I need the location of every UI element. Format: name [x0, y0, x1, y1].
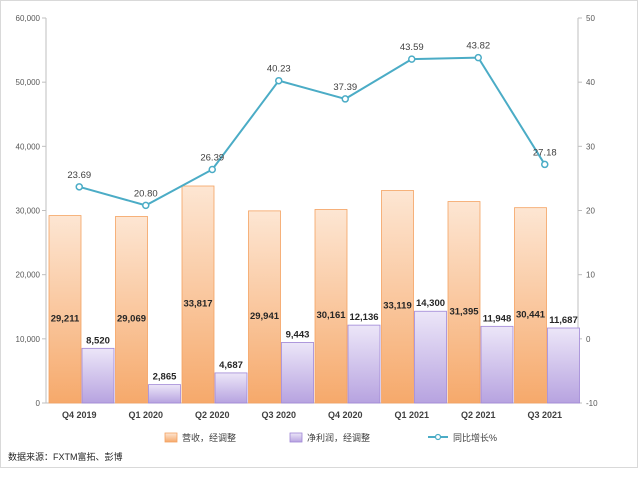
revenue-value-label: 33,817	[183, 299, 212, 310]
left-tick-label: 40,000	[16, 142, 41, 151]
net-profit-value-label: 12,136	[349, 312, 378, 323]
yoy-point	[275, 76, 283, 85]
yoy-value-label: 40.23	[267, 64, 291, 75]
revenue-value-label: 29,941	[250, 311, 280, 322]
category-label: Q2 2020	[195, 410, 230, 420]
revenue-value-label: 33,119	[383, 301, 412, 312]
revenue-bar	[514, 207, 547, 404]
revenue-bar	[115, 216, 148, 404]
net-profit-value-label: 8,520	[86, 335, 110, 346]
legend-yoy-marker	[434, 433, 442, 441]
right-tick-label: 30	[586, 142, 595, 151]
net-profit-value-label: 4,687	[219, 360, 243, 371]
revenue-bar	[248, 210, 281, 404]
yoy-value-label: 43.59	[400, 42, 424, 53]
yoy-value-label: 43.82	[466, 41, 490, 52]
net-profit-value-label: 2,865	[153, 372, 177, 383]
net-profit-bar	[480, 325, 514, 404]
yoy-value-label: 27.18	[533, 147, 557, 158]
legend-yoy-label: 同比增长%	[453, 432, 497, 443]
right-tick-label: 40	[586, 78, 595, 87]
category-label: Q2 2021	[461, 410, 496, 420]
revenue-bar	[48, 215, 82, 404]
net-profit-bar	[81, 347, 115, 404]
yoy-point	[142, 201, 150, 210]
category-label: Q1 2020	[128, 410, 163, 420]
yoy-value-label: 37.39	[333, 82, 357, 93]
right-tick-label: 0	[586, 335, 591, 344]
left-tick-label: 60,000	[16, 14, 41, 23]
category-label: Q1 2021	[394, 410, 429, 420]
left-tick-label: 0	[36, 399, 41, 408]
yoy-value-label: 23.69	[67, 170, 91, 181]
revenue-value-label: 30,161	[316, 310, 346, 321]
left-tick-label: 10,000	[16, 335, 41, 344]
category-label: Q3 2021	[527, 410, 562, 420]
yoy-point	[341, 95, 349, 103]
source-note: 数据来源：FXTM富拓、彭博	[8, 452, 123, 462]
yoy-point	[541, 160, 549, 169]
revenue-value-label: 31,395	[449, 306, 479, 317]
net-profit-value-label: 14,300	[416, 298, 445, 309]
yoy-value-label: 26.39	[200, 152, 224, 163]
right-tick-label: 50	[586, 14, 595, 23]
legend-revenue-swatch	[164, 432, 178, 443]
yoy-point	[208, 165, 216, 174]
yoy-point	[75, 183, 83, 191]
revenue-bar	[181, 185, 215, 404]
right-tick-label: 20	[586, 207, 595, 216]
net-profit-bar	[214, 372, 248, 404]
legend-revenue-label: 营收，经调整	[182, 432, 236, 443]
revenue-bar	[314, 209, 348, 404]
yoy-value-label: 20.80	[134, 188, 158, 199]
category-label: Q4 2019	[62, 410, 97, 420]
net-profit-value-label: 9,443	[286, 329, 310, 340]
category-label: Q4 2020	[328, 410, 363, 420]
legend-net-profit-label: 净利润，经调整	[307, 432, 370, 443]
net-profit-bar	[414, 310, 447, 404]
net-profit-bar	[547, 327, 580, 404]
revenue-bar	[381, 190, 414, 404]
revenue-value-label: 29,211	[51, 313, 80, 324]
left-tick-label: 20,000	[16, 271, 41, 280]
right-tick-label: 10	[586, 271, 595, 280]
net-profit-bar	[347, 324, 381, 404]
left-tick-label: 50,000	[16, 78, 41, 87]
revenue-bar	[447, 201, 481, 404]
right-tick-label: -10	[586, 399, 598, 408]
category-label: Q3 2020	[261, 410, 296, 420]
left-tick-label: 30,000	[16, 207, 41, 216]
net-profit-value-label: 11,687	[549, 315, 578, 326]
legend-net-profit-swatch	[289, 432, 303, 443]
net-profit-value-label: 11,948	[483, 313, 512, 324]
revenue-value-label: 29,069	[117, 314, 146, 325]
revenue-value-label: 30,441	[516, 309, 546, 320]
net-profit-bar	[281, 342, 314, 404]
yoy-point	[474, 53, 482, 62]
yoy-growth-line	[78, 56, 546, 207]
yoy-point	[408, 55, 416, 63]
net-profit-bar	[148, 384, 181, 404]
